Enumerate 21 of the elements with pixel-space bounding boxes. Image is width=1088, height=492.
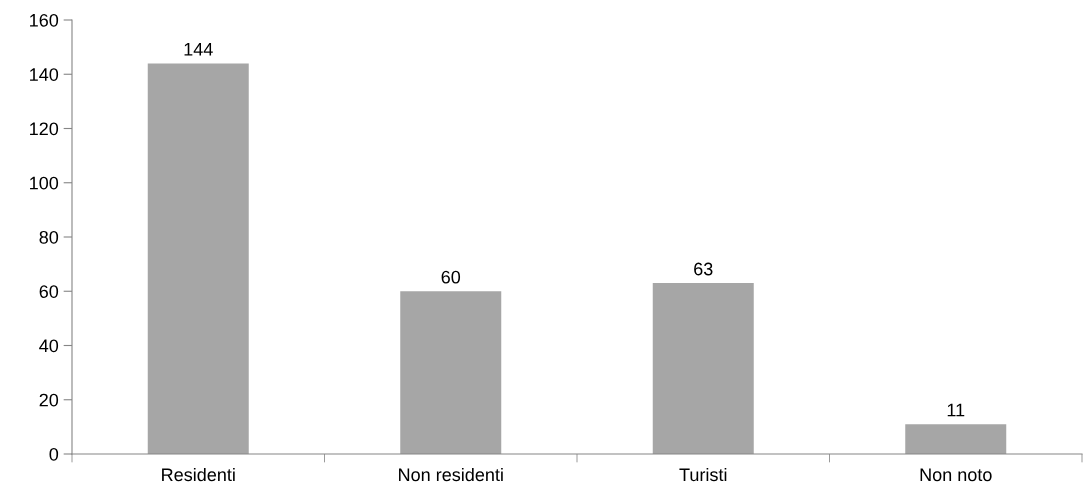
y-tick-label: 20 [39,393,59,407]
bar [400,291,502,454]
bar [652,283,754,454]
y-tick-label: 0 [49,447,59,461]
y-tick-label: 100 [30,176,59,190]
y-tick-label: 140 [30,68,59,81]
bar [905,424,1007,454]
y-tick-label: 160 [30,13,59,27]
data-label: 63 [694,262,713,276]
bar [147,63,249,454]
data-label: 11 [947,403,965,417]
x-tick-label: Residenti [162,467,235,482]
x-tick-label: Turisti [679,467,727,482]
data-label: 144 [184,43,213,56]
y-tick-label: 60 [39,285,59,298]
y-tick-label: 120 [30,122,59,136]
y-tick-label: 40 [39,339,59,353]
y-tick-label: 80 [39,230,59,244]
data-label: 60 [441,270,461,284]
x-tick-label: Non noto [920,468,992,482]
x-tick-label: Non residenti [399,467,503,482]
